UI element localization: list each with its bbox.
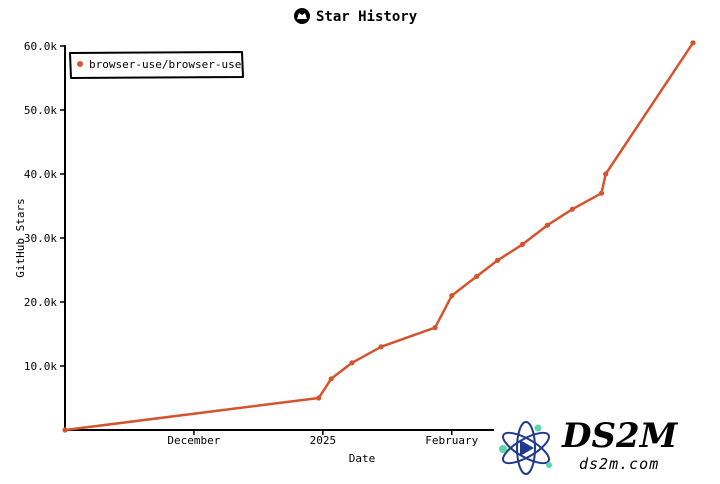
legend-swatch bbox=[77, 61, 83, 67]
data-point bbox=[449, 293, 455, 299]
series-line bbox=[63, 41, 695, 432]
y-tick-label: 50.0k bbox=[24, 104, 57, 117]
github-logo-icon bbox=[294, 8, 310, 24]
data-point bbox=[519, 241, 526, 247]
legend-entry-label: browser-use/browser-use bbox=[89, 58, 241, 71]
y-ticks: 10.0k 20.0k 30.0k 40.0k 50.0k 60.0k bbox=[24, 40, 65, 373]
x-tick-label: February bbox=[425, 434, 478, 447]
data-point bbox=[432, 325, 438, 331]
y-axis-label: GitHub Stars bbox=[14, 198, 27, 277]
series-layer bbox=[62, 40, 696, 433]
chart-title: Star History bbox=[316, 9, 418, 25]
data-point bbox=[328, 376, 334, 382]
x-axis-label: Date bbox=[349, 452, 376, 465]
data-point bbox=[494, 257, 501, 263]
watermark-url: ds2m.com bbox=[579, 455, 659, 473]
data-point bbox=[603, 171, 609, 177]
chart-title-group: Star History bbox=[294, 8, 418, 25]
atom-logo-icon bbox=[499, 421, 552, 475]
data-point bbox=[544, 222, 551, 228]
x-tick-label: December bbox=[167, 434, 220, 447]
y-tick-label: 40.0k bbox=[24, 168, 57, 181]
x-tick-label: 2025 bbox=[310, 434, 337, 447]
data-point bbox=[569, 206, 576, 212]
data-point bbox=[690, 40, 696, 46]
data-point bbox=[316, 395, 322, 401]
y-tick-label: 10.0k bbox=[24, 360, 57, 373]
legend-box bbox=[69, 51, 244, 79]
data-point bbox=[474, 273, 480, 279]
y-tick-label: 60.0k bbox=[24, 40, 57, 53]
data-point bbox=[62, 427, 68, 433]
data-point bbox=[349, 360, 355, 366]
watermark: DS2M ds2m.com bbox=[494, 410, 720, 484]
watermark-title: DS2M bbox=[561, 416, 679, 456]
legend: browser-use/browser-use bbox=[69, 51, 244, 79]
data-point bbox=[598, 190, 605, 196]
y-tick-label: 30.0k bbox=[24, 232, 57, 245]
data-point bbox=[378, 344, 384, 350]
y-tick-label: 20.0k bbox=[24, 296, 57, 309]
